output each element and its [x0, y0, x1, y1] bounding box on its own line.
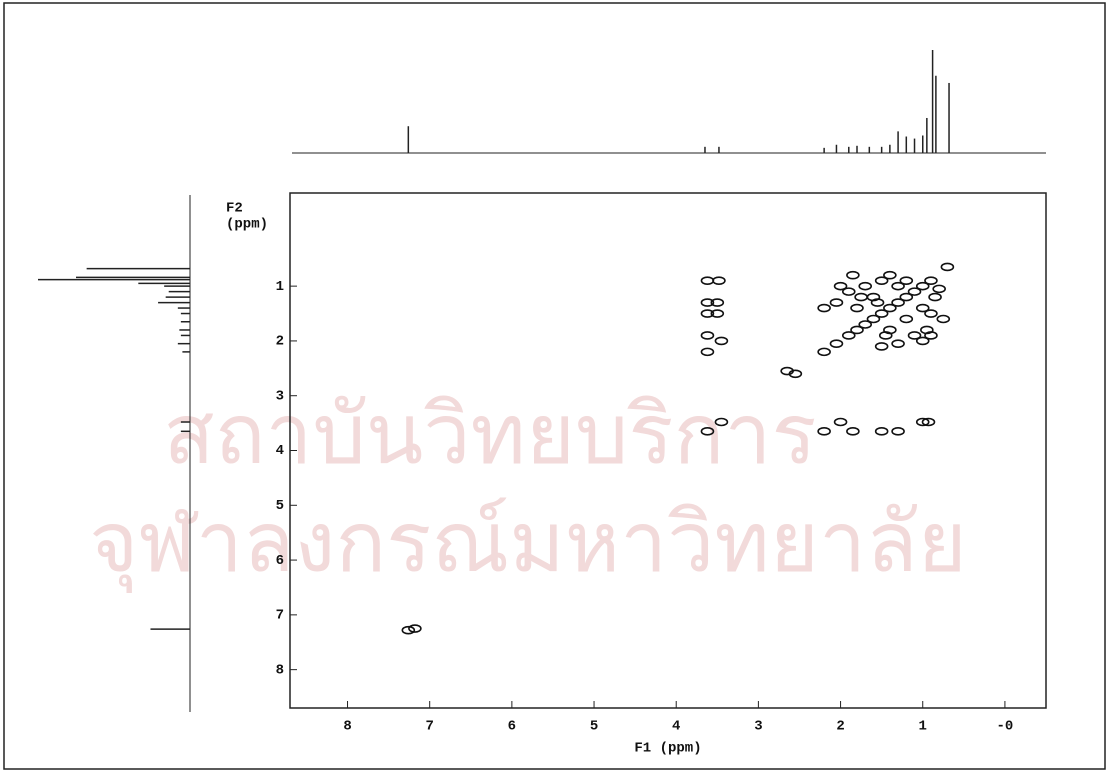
cross-peak	[833, 417, 848, 427]
x-tick-label: 3	[754, 719, 762, 735]
cross-peak	[833, 281, 848, 291]
cross-peak	[714, 336, 729, 346]
x-tick-label: 8	[343, 719, 351, 735]
cross-peak	[788, 369, 803, 379]
cross-peak	[924, 331, 938, 340]
cross-peak	[899, 292, 914, 302]
cross-peak	[907, 331, 922, 340]
y-tick-label: 8	[276, 662, 284, 678]
cross-peak	[915, 336, 930, 346]
x-axis-label: F1 (ppm)	[634, 741, 701, 757]
cross-peak	[714, 417, 729, 427]
cross-peak	[817, 347, 831, 357]
cross-peak	[928, 292, 942, 302]
watermark: สถาบันวิทยบริการ	[163, 385, 816, 483]
x-tick-label: 6	[508, 719, 516, 735]
cross-peak	[408, 624, 422, 633]
cross-peak	[700, 276, 715, 285]
cross-peak	[915, 417, 930, 427]
watermark: จุฬาลงกรณ์มหาวิทยาลัย	[89, 493, 967, 594]
cross-peak	[700, 331, 715, 340]
cross-peak	[841, 331, 856, 340]
cross-peak	[921, 417, 936, 427]
y-tick-label: 1	[276, 279, 284, 295]
cross-peak	[940, 262, 955, 272]
cross-peak	[858, 320, 873, 329]
y-tick-label: 5	[276, 498, 284, 514]
cross-peak	[710, 309, 725, 318]
cross-peak	[907, 287, 922, 296]
cross-peak	[924, 276, 938, 285]
x-tick-label: 1	[919, 719, 927, 735]
y-tick-label: 7	[276, 608, 284, 624]
frame	[3, 2, 1106, 770]
x-tick-label: 5	[590, 719, 598, 735]
cross-peak	[891, 298, 905, 307]
cross-peak	[915, 281, 930, 291]
cross-peak	[858, 281, 873, 291]
cross-peak	[710, 298, 725, 307]
cross-peak	[817, 427, 831, 436]
cross-peak	[883, 270, 897, 280]
cross-peak	[899, 314, 914, 324]
cross-peak	[829, 298, 844, 307]
cross-peak	[712, 276, 726, 285]
y-axis-label: (ppm)	[226, 217, 268, 233]
cross-peak	[870, 298, 885, 307]
x-tick-label: 7	[425, 719, 433, 735]
cross-peak	[891, 339, 905, 348]
cross-peak	[846, 427, 860, 436]
y-axis-label: F2	[226, 201, 243, 217]
cross-peak	[700, 427, 715, 436]
cross-peak	[841, 287, 856, 296]
cross-peak	[878, 331, 893, 340]
x-tick-label: 4	[672, 719, 680, 735]
cross-peak	[700, 309, 715, 318]
cross-peak	[891, 427, 905, 436]
cross-peak	[401, 625, 416, 635]
x-tick-label: 2	[836, 719, 844, 735]
cross-peak	[850, 303, 864, 313]
cross-peak	[874, 276, 889, 285]
cross-peak	[915, 303, 930, 313]
y-tick-label: 6	[276, 553, 284, 569]
cross-peak	[899, 276, 914, 285]
cross-peak	[891, 281, 905, 291]
cross-peak	[936, 314, 951, 324]
cross-peak	[700, 298, 715, 307]
y-tick-label: 2	[276, 334, 284, 350]
x-tick-label: -0	[997, 719, 1014, 735]
y-tick-label: 3	[276, 388, 284, 404]
cross-peak	[829, 339, 844, 348]
cross-peak	[866, 314, 881, 324]
y-tick-label: 4	[276, 443, 284, 459]
cross-peak	[874, 309, 889, 318]
cross-peak	[874, 427, 889, 436]
cross-peak	[850, 325, 864, 335]
cross-peak	[846, 270, 860, 280]
cross-peak	[854, 292, 868, 302]
cross-peak	[700, 347, 715, 357]
cross-peak	[874, 342, 889, 351]
cross-peak	[924, 309, 938, 318]
cross-peak	[883, 303, 897, 313]
cross-peak	[932, 284, 946, 294]
cross-peak	[817, 303, 831, 313]
